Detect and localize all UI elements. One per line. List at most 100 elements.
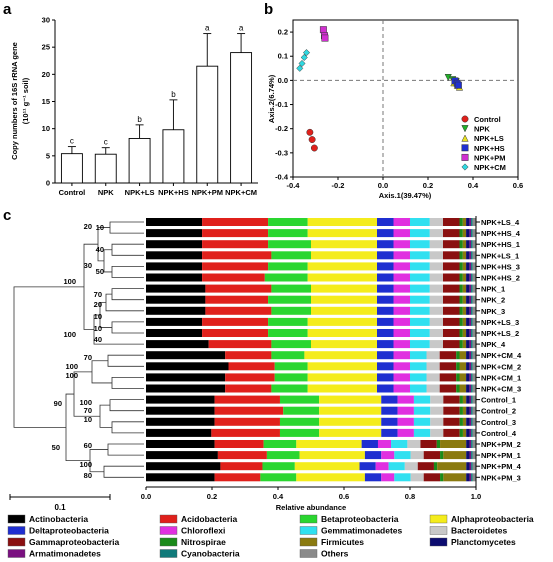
panel-a-bar: [128, 137, 151, 184]
panel-c-legend-label: Cyanobacteria: [181, 549, 240, 559]
panel-b-x-tick-label: 0.2: [423, 181, 433, 190]
panel-c-bar-segment: [228, 362, 275, 371]
panel-c-bar-segment: [459, 306, 463, 315]
panel-c-bar-segment: [466, 229, 470, 238]
panel-c-bar-segment: [471, 295, 473, 304]
panel-b-point: [319, 26, 327, 34]
panel-c-bar-segment: [393, 306, 410, 315]
panel-c-bar-segment: [426, 351, 440, 360]
panel-c-bar-segment: [410, 240, 430, 249]
panel-c-bar-segment: [377, 218, 394, 226]
panel-c-bar-segment: [271, 284, 311, 293]
panel-c-bar-segment: [471, 462, 473, 471]
panel-c-bar-segment: [466, 384, 470, 393]
panel-c-bar-segment: [429, 340, 443, 349]
panel-c-bar-segment: [311, 240, 377, 249]
panel-c-bar-segment: [429, 229, 443, 238]
panel-c-bar-segment: [413, 428, 431, 437]
panel-c-bar-segment: [377, 284, 394, 293]
panel-c-x-tick-label: 0.8: [405, 492, 415, 501]
panel-c-bar-segment: [472, 406, 476, 415]
panel-c-bar-segment: [462, 340, 467, 349]
panel-a-x-tick-label: NPK+LS: [125, 188, 155, 197]
panel-c-bar-segment: [466, 329, 470, 337]
panel-c-bar-segment: [217, 451, 267, 460]
dendrogram-branch: [91, 360, 112, 384]
dendrogram-support-value: 10: [94, 324, 102, 333]
panel-c-bar-segment: [469, 284, 472, 293]
panel-a-bar: [94, 153, 117, 184]
panel-c-bar-segment: [429, 306, 443, 315]
panel-c-bar-segment: [410, 473, 424, 482]
panel-c-bar-segment: [429, 284, 443, 293]
panel-c-bar-segment: [377, 373, 394, 382]
panel-c-bar-segment: [423, 451, 441, 460]
panel-c-bar-segment: [440, 473, 444, 482]
panel-b-y-tick-label: 0.2: [278, 28, 288, 37]
panel-a-x-tick-label: NPK+PM: [192, 188, 223, 197]
panel-c-bar-segment: [381, 473, 395, 482]
panel-c-bar-segment: [469, 229, 472, 238]
panel-c-bar-segment: [469, 306, 472, 315]
panel-c-legend-swatch: [7, 537, 26, 547]
panel-c-sample-label: NPK+CM_1: [481, 373, 521, 382]
dendrogram-support-value: 70: [84, 353, 92, 362]
panel-c-bar-segment: [214, 406, 284, 415]
panel-c-bar-segment: [466, 395, 470, 404]
dendrogram-support-value: 60: [84, 441, 92, 450]
panel-c-bar-segment: [307, 218, 377, 226]
panel-c-bar-segment: [462, 317, 467, 326]
panel-c-bar-segment: [268, 218, 308, 226]
panel-c-bar-segment: [268, 229, 308, 238]
panel-c-sample-label: NPK+HS_4: [481, 229, 521, 238]
panel-c-bar-segment: [410, 262, 430, 271]
panel-c-bar-segment: [466, 473, 470, 482]
dendrogram-branch: [109, 399, 144, 412]
panel-c-bar-segment: [146, 340, 209, 349]
panel-a-y-tick-label: 30: [42, 16, 50, 25]
panel-c-bar-segment: [469, 395, 472, 404]
panel-c-x-label: Relative abundance: [276, 503, 346, 512]
panel-c-bar-segment: [466, 262, 470, 271]
panel-c-bar-segment: [393, 362, 410, 371]
panel-c-x-tick-label: 0.0: [141, 492, 151, 501]
panel-c-bar-segment: [146, 473, 215, 482]
dendrogram-branch: [103, 249, 112, 273]
panel-c-bar-segment: [471, 440, 473, 448]
panel-c-bar-segment: [377, 384, 394, 393]
panel-c-bar-segment: [439, 384, 457, 393]
panel-c-bar-segment: [469, 240, 472, 249]
panel-c-bar-segment: [393, 284, 410, 293]
panel-c-legend-label: Gemmatimonadetes: [321, 526, 403, 536]
panel-c-bar-segment: [443, 295, 460, 304]
panel-c-bar-segment: [437, 462, 467, 471]
panel-c-bar-segment: [466, 440, 470, 448]
panel-c-bar-segment: [443, 406, 460, 415]
dendrogram-support-value: 100: [79, 460, 92, 469]
panel-c-bar-segment: [264, 273, 308, 282]
panel-c-bar-segment: [296, 473, 365, 482]
panel-c-bar-segment: [146, 440, 215, 448]
panel-c-bar-segment: [471, 373, 473, 382]
panel-a-significance-letter: c: [70, 137, 74, 146]
dendrogram-branch: [13, 286, 84, 428]
panel-b-y-tick-label: 0.1: [278, 52, 288, 61]
dendrogram-support-value: 40: [94, 335, 102, 344]
panel-c-bar-segment: [466, 273, 470, 282]
panel-c-bar-segment: [397, 395, 414, 404]
panel-c-legend-swatch: [159, 549, 178, 558]
panel-c-bar-segment: [456, 373, 460, 382]
panel-c-bar-segment: [471, 317, 473, 326]
panel-b-legend-label: NPK+LS: [474, 134, 504, 143]
panel-c-bar-segment: [429, 295, 443, 304]
panel-c-bar-segment: [377, 362, 394, 371]
panel-letter-c: c: [3, 207, 11, 224]
panel-a-bar-chart: Copy numbers of 16S rRNA gene (10¹¹ g⁻¹ …: [10, 16, 258, 197]
panel-c-bar-segment: [466, 462, 470, 471]
panel-c-bar-segment: [146, 295, 206, 304]
panel-a-bar: [162, 129, 185, 184]
panel-c-bar-segment: [202, 240, 269, 249]
dendrogram-branch: [103, 465, 144, 478]
panel-a-bar: [230, 52, 253, 184]
panel-c-bar-segment: [443, 417, 460, 426]
